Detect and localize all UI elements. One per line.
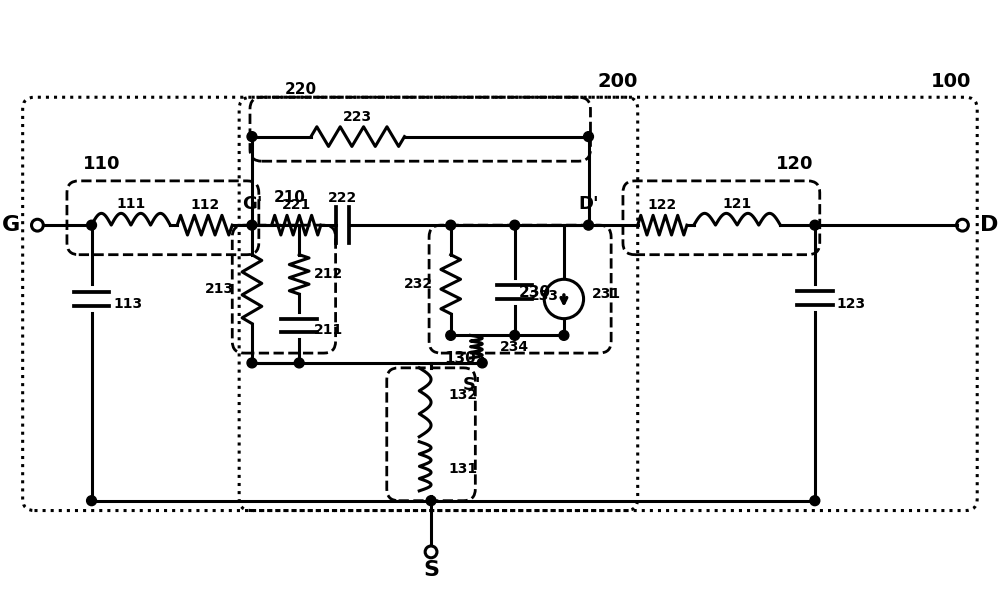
Text: 234: 234 [500, 340, 529, 354]
Text: 222: 222 [328, 191, 357, 204]
Circle shape [810, 496, 820, 505]
Circle shape [477, 358, 487, 368]
Text: 230: 230 [518, 285, 550, 299]
Circle shape [510, 330, 520, 340]
Circle shape [510, 220, 520, 230]
Text: D': D' [578, 194, 599, 213]
Text: 213: 213 [205, 282, 234, 296]
Circle shape [446, 220, 456, 230]
Circle shape [584, 220, 593, 230]
Circle shape [584, 132, 593, 141]
Text: 111: 111 [116, 197, 146, 210]
Text: G: G [1, 215, 20, 235]
Text: 100: 100 [930, 72, 971, 91]
Text: 121: 121 [722, 197, 752, 210]
Text: 200: 200 [598, 72, 638, 91]
Circle shape [87, 496, 96, 505]
Text: G': G' [242, 194, 262, 213]
Text: 122: 122 [648, 198, 677, 213]
Text: 120: 120 [776, 155, 814, 173]
Circle shape [87, 220, 96, 230]
Text: 110: 110 [83, 155, 120, 173]
Circle shape [294, 358, 304, 368]
Text: 113: 113 [113, 297, 142, 311]
Text: 221: 221 [282, 198, 311, 213]
Text: S': S' [463, 375, 482, 394]
Circle shape [446, 330, 456, 340]
Circle shape [247, 132, 257, 141]
Text: 231: 231 [591, 287, 621, 301]
Circle shape [426, 496, 436, 505]
Text: 130: 130 [445, 350, 476, 365]
Text: 123: 123 [836, 297, 866, 311]
Text: 223: 223 [343, 110, 372, 124]
Text: 220: 220 [285, 82, 317, 97]
Text: 112: 112 [190, 198, 219, 213]
Text: S: S [423, 560, 439, 580]
Text: 132: 132 [449, 388, 478, 402]
Text: 210: 210 [273, 190, 305, 205]
Text: 211: 211 [314, 324, 343, 337]
Circle shape [247, 358, 257, 368]
Text: 233: 233 [529, 289, 558, 303]
Circle shape [247, 220, 257, 230]
Text: 232: 232 [404, 277, 433, 291]
Text: 131: 131 [449, 462, 478, 476]
Text: D: D [980, 215, 999, 235]
Text: 212: 212 [314, 267, 343, 282]
Circle shape [559, 330, 569, 340]
Circle shape [810, 220, 820, 230]
